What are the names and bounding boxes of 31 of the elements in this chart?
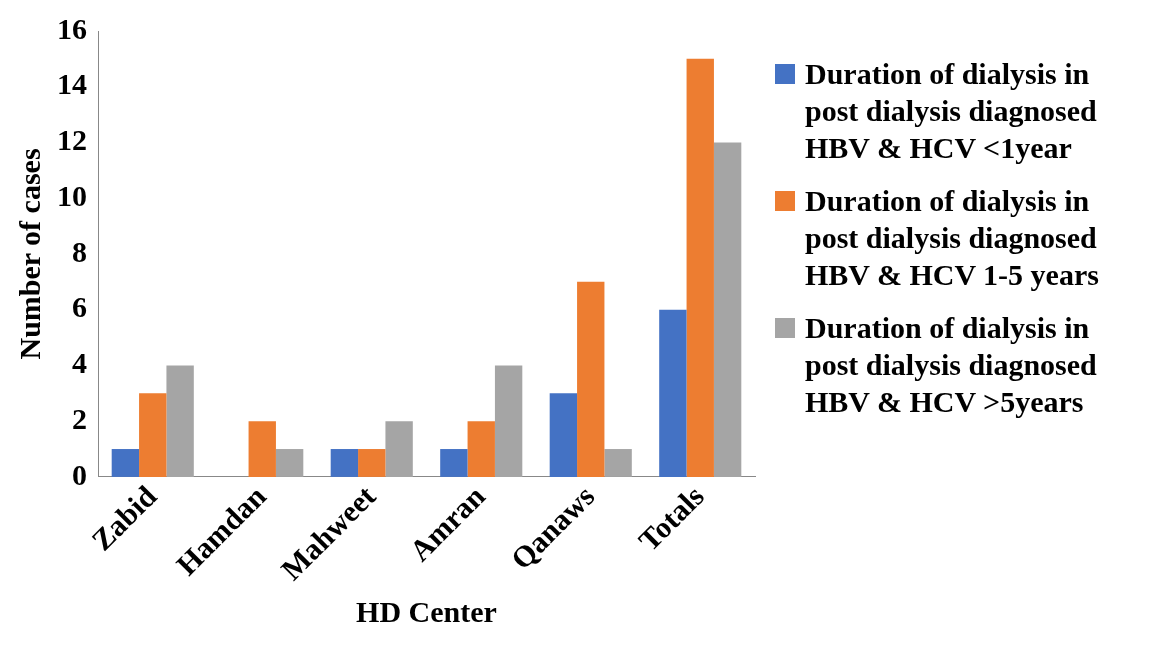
bar — [358, 449, 386, 477]
bar — [659, 309, 687, 477]
y-tick-label: 16 — [57, 11, 87, 45]
bar — [139, 393, 167, 477]
bar — [549, 393, 578, 477]
legend-label: Duration of dialysis in post dialysis diagnosed HBV & HCV 1-5 years — [805, 183, 1100, 293]
bar — [275, 449, 304, 477]
bar — [248, 421, 276, 477]
bar — [467, 421, 495, 477]
bar — [577, 281, 605, 477]
y-tick-label: 0 — [72, 457, 87, 491]
y-tick-label: 10 — [57, 178, 87, 212]
y-tick-label: 6 — [72, 290, 87, 324]
y-tick-label: 4 — [72, 346, 87, 380]
legend-label: Duration of dialysis in post dialysis diagnosed HBV & HCV <1year — [805, 56, 1098, 166]
y-axis-title: Number of cases — [12, 148, 46, 360]
legend-label: Duration of dialysis in post dialysis diagnosed HBV & HCV >5years — [805, 310, 1098, 420]
bar — [713, 142, 742, 477]
y-tick-label: 12 — [57, 123, 87, 157]
y-tick-label: 8 — [72, 234, 87, 268]
bar — [330, 449, 359, 477]
bar — [604, 449, 632, 477]
bar — [440, 449, 468, 477]
bar — [494, 365, 523, 477]
bar — [166, 365, 194, 477]
bar — [111, 449, 140, 477]
y-tick-label: 14 — [57, 67, 87, 101]
y-tick-label: 2 — [72, 401, 87, 435]
bar — [686, 58, 714, 477]
bar — [385, 421, 413, 477]
x-axis-title: HD Center — [356, 594, 497, 628]
